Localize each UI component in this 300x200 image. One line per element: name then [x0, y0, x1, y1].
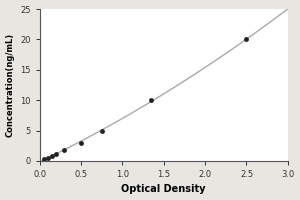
Point — [46, 156, 50, 159]
Point — [41, 157, 46, 161]
Point — [54, 152, 58, 155]
Point — [62, 148, 67, 152]
Point — [79, 141, 83, 144]
X-axis label: Optical Density: Optical Density — [122, 184, 206, 194]
Point — [99, 129, 104, 132]
Point — [50, 154, 54, 158]
Point — [149, 99, 154, 102]
Y-axis label: Concentration(ng/mL): Concentration(ng/mL) — [6, 33, 15, 137]
Point — [244, 38, 249, 41]
